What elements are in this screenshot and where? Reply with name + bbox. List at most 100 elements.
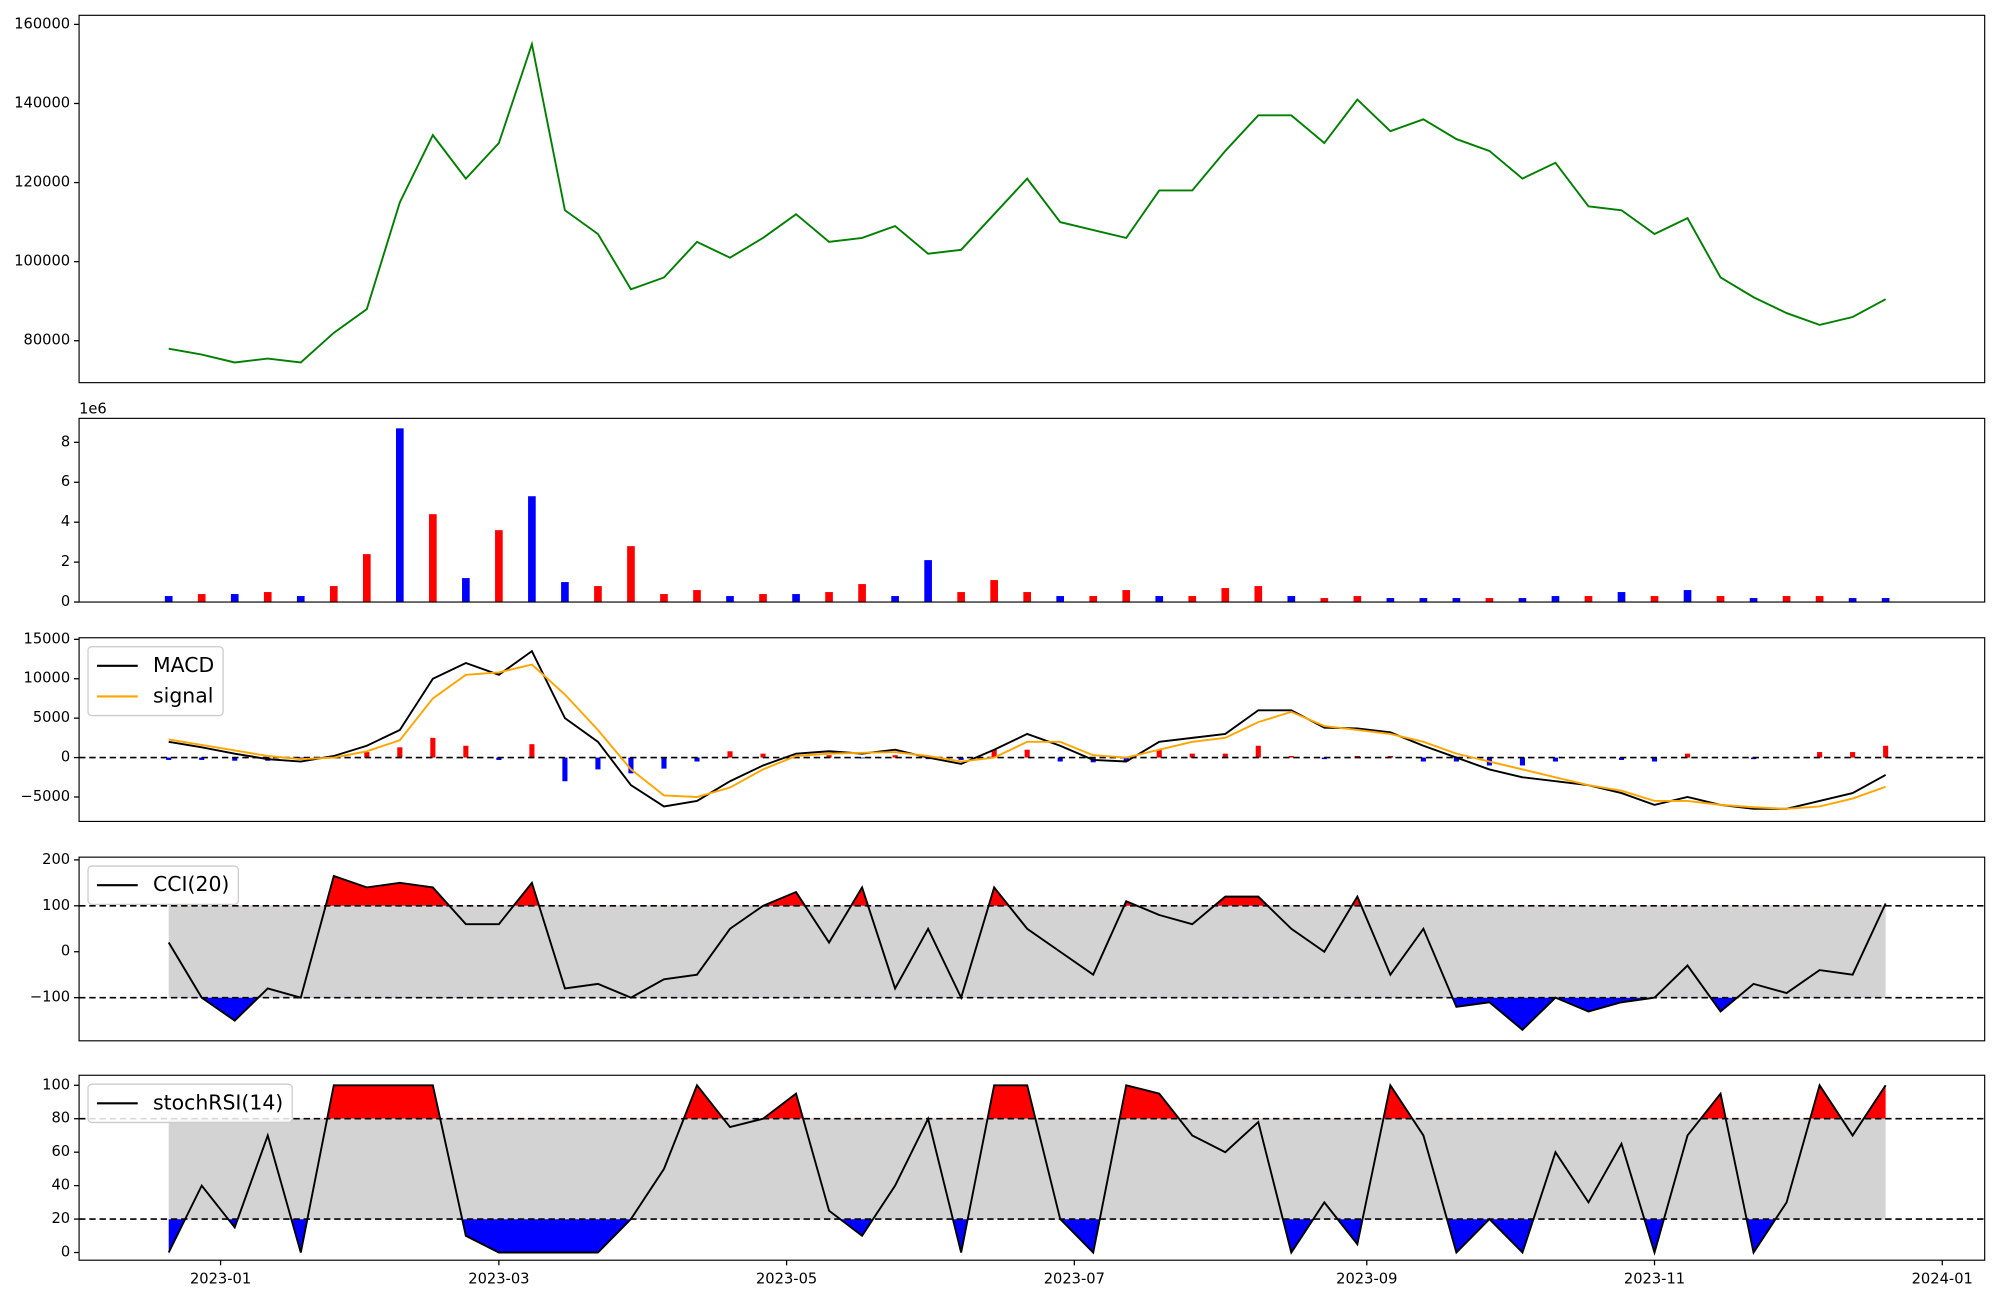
y-tick-label: 2 xyxy=(61,553,70,570)
volume-bar xyxy=(1353,596,1362,603)
volume-bar xyxy=(429,514,437,603)
y-tick-label: 0 xyxy=(61,1244,70,1261)
histogram-bar xyxy=(1222,753,1228,758)
volume-bar xyxy=(792,594,800,603)
volume-bar xyxy=(1485,598,1494,603)
legend-box xyxy=(87,646,224,717)
y-tick-label: 0 xyxy=(61,749,70,766)
histogram-bar xyxy=(430,737,436,758)
x-tick-label: 2023-01 xyxy=(190,1270,251,1287)
volume-bar xyxy=(1089,596,1098,603)
plot-area xyxy=(79,1082,1985,1256)
y-tick-label: 160000 xyxy=(14,15,70,32)
volume-bar xyxy=(1419,598,1428,603)
histogram-bar xyxy=(1288,755,1294,758)
volume-bar xyxy=(1683,590,1692,603)
histogram-bar xyxy=(1453,757,1459,762)
volume-bar xyxy=(990,580,998,603)
histogram-bar xyxy=(199,757,205,760)
volume-bar xyxy=(1221,588,1230,603)
histogram-bar xyxy=(232,757,238,761)
y-tick-label: 60 xyxy=(51,1143,70,1160)
volume-bar xyxy=(329,586,338,603)
volume-bar xyxy=(1815,596,1824,603)
y-tick-label: 20 xyxy=(51,1210,70,1227)
series-line xyxy=(167,1082,1887,1256)
volume-bar xyxy=(1782,596,1791,603)
y-tick-label: 10000 xyxy=(24,670,71,687)
volume-bar xyxy=(1881,598,1890,603)
histogram-bar xyxy=(826,755,832,758)
histogram-bar xyxy=(562,757,568,782)
volume-bar xyxy=(462,578,470,603)
histogram-bar xyxy=(628,757,634,774)
volume-bar xyxy=(924,560,932,603)
y-tick-label: 80000 xyxy=(24,332,71,349)
y-tick-label: 40 xyxy=(51,1177,70,1194)
volume-bar xyxy=(1650,596,1659,603)
x-tick-label: 2023-05 xyxy=(756,1270,817,1287)
legend-label: stochRSI(14) xyxy=(153,1090,283,1114)
histogram-bar xyxy=(1024,749,1030,758)
histogram-bar xyxy=(1519,757,1525,766)
x-tick-label: 2023-03 xyxy=(468,1270,529,1287)
plot-area xyxy=(79,649,1985,810)
histogram-bar xyxy=(1817,752,1823,758)
histogram-bar xyxy=(1123,757,1129,762)
volume-bar xyxy=(1584,596,1593,603)
panel-frame xyxy=(78,856,1986,1042)
volume-bar xyxy=(891,596,899,603)
legend-label: MACD xyxy=(153,653,214,677)
volume-bar xyxy=(1386,598,1395,603)
histogram-bar xyxy=(694,757,700,762)
volume-bar xyxy=(164,596,173,603)
histogram-bar xyxy=(166,757,172,760)
y-tick-label: −100 xyxy=(30,989,70,1006)
volume-bar xyxy=(1848,598,1857,603)
volume-bar xyxy=(1551,596,1560,603)
histogram-bar xyxy=(1156,749,1162,758)
panel-frame xyxy=(78,14,1986,384)
volume-bar xyxy=(1749,598,1758,603)
volume-bar xyxy=(1320,598,1329,603)
panel: 0 20 40 60 80 100 2023-01 2023-03 2023-05 2023-07… xyxy=(42,1074,1986,1287)
legend: MACD signal xyxy=(87,646,224,717)
series-line xyxy=(168,663,1886,810)
volume-bar xyxy=(296,596,305,603)
volume-bar xyxy=(1452,598,1461,603)
plot-area xyxy=(79,874,1985,1032)
between-fill xyxy=(168,905,1886,998)
x-tick-label: 2023-11 xyxy=(1624,1270,1685,1287)
y-offset-label: 1e6 xyxy=(79,400,107,417)
histogram-bar xyxy=(760,753,766,758)
histogram-bar xyxy=(859,757,865,759)
volume-bar xyxy=(858,584,866,603)
volume-bar xyxy=(759,594,767,603)
volume-bar xyxy=(197,594,206,603)
volume-bar xyxy=(594,586,602,603)
panel-frame xyxy=(78,1074,1986,1261)
histogram-bar xyxy=(1255,745,1261,758)
volume-bar xyxy=(230,594,239,603)
volume-bar xyxy=(528,496,536,603)
histogram-bar xyxy=(1684,753,1691,758)
volume-bar xyxy=(1023,592,1031,603)
volume-bar xyxy=(1287,596,1296,603)
volume-bar xyxy=(726,596,734,603)
histogram-bar xyxy=(1057,757,1063,762)
histogram-bar xyxy=(958,757,964,760)
volume-bar xyxy=(362,554,371,603)
histogram-bar xyxy=(1651,757,1658,762)
y-tick-label: 100 xyxy=(42,897,70,914)
histogram-bar xyxy=(661,757,667,769)
volume-bar xyxy=(1056,596,1065,603)
plot-area xyxy=(164,428,1890,603)
histogram-bar xyxy=(397,747,403,758)
y-tick-label: 8 xyxy=(61,433,70,450)
between-fill xyxy=(168,1118,1886,1220)
histogram-bar xyxy=(1420,757,1426,762)
legend-box xyxy=(87,1083,293,1124)
